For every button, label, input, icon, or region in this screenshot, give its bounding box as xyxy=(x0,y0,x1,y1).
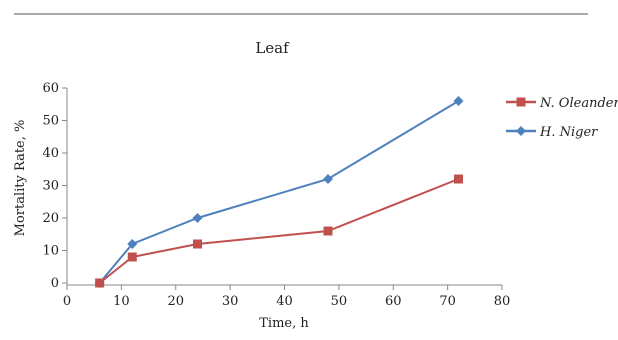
legend: N. Oleander H. Niger xyxy=(506,96,618,140)
data-point-diamond xyxy=(127,239,138,249)
series-layer xyxy=(94,96,464,288)
x-tick-label: 70 xyxy=(439,294,456,309)
y-tick-label: 0 xyxy=(51,276,59,291)
legend-square-marker xyxy=(516,97,526,107)
x-tick-label: 40 xyxy=(276,294,293,309)
data-point-diamond xyxy=(192,213,203,223)
y-axis-label: Mortality Rate, % xyxy=(13,120,28,237)
legend-item: N. Oleander xyxy=(506,96,618,111)
legend-diamond-marker xyxy=(516,126,526,136)
x-tick-label: 10 xyxy=(113,294,130,309)
series-line xyxy=(98,100,460,284)
y-tick-label: 30 xyxy=(42,179,59,194)
data-point-square xyxy=(323,226,333,236)
data-point-square xyxy=(454,174,463,184)
x-tick-labels: 0 10 20 30 40 50 60 70 80 xyxy=(63,285,510,309)
x-tick-label: 60 xyxy=(385,294,402,309)
y-tick-labels: 0 10 20 30 40 50 60 xyxy=(42,81,67,291)
y-tick-label: 60 xyxy=(42,81,59,96)
data-point-square xyxy=(95,278,105,288)
y-tick-label: 10 xyxy=(42,244,59,259)
legend-label: N. Oleander xyxy=(539,96,618,111)
x-tick-label: 30 xyxy=(222,294,239,309)
y-tick-label: 50 xyxy=(42,114,59,129)
x-axis-label: Time, h xyxy=(259,316,309,331)
x-tick-label: 50 xyxy=(331,294,348,309)
x-tick-label: 0 xyxy=(63,294,71,309)
series-diamond-group xyxy=(94,96,464,288)
series-square-group xyxy=(95,174,463,288)
y-tick-label: 40 xyxy=(42,146,59,161)
data-point-diamond xyxy=(453,96,464,106)
legend-label: H. Niger xyxy=(539,125,598,140)
data-point-diamond xyxy=(323,174,333,184)
x-tick-label: 80 xyxy=(494,294,511,309)
y-tick-label: 20 xyxy=(42,211,59,226)
data-point-square xyxy=(127,252,137,262)
chart-title: Leaf xyxy=(255,39,290,57)
data-point-square xyxy=(193,239,202,249)
legend-item: H. Niger xyxy=(506,125,598,140)
x-tick-label: 20 xyxy=(167,294,184,309)
